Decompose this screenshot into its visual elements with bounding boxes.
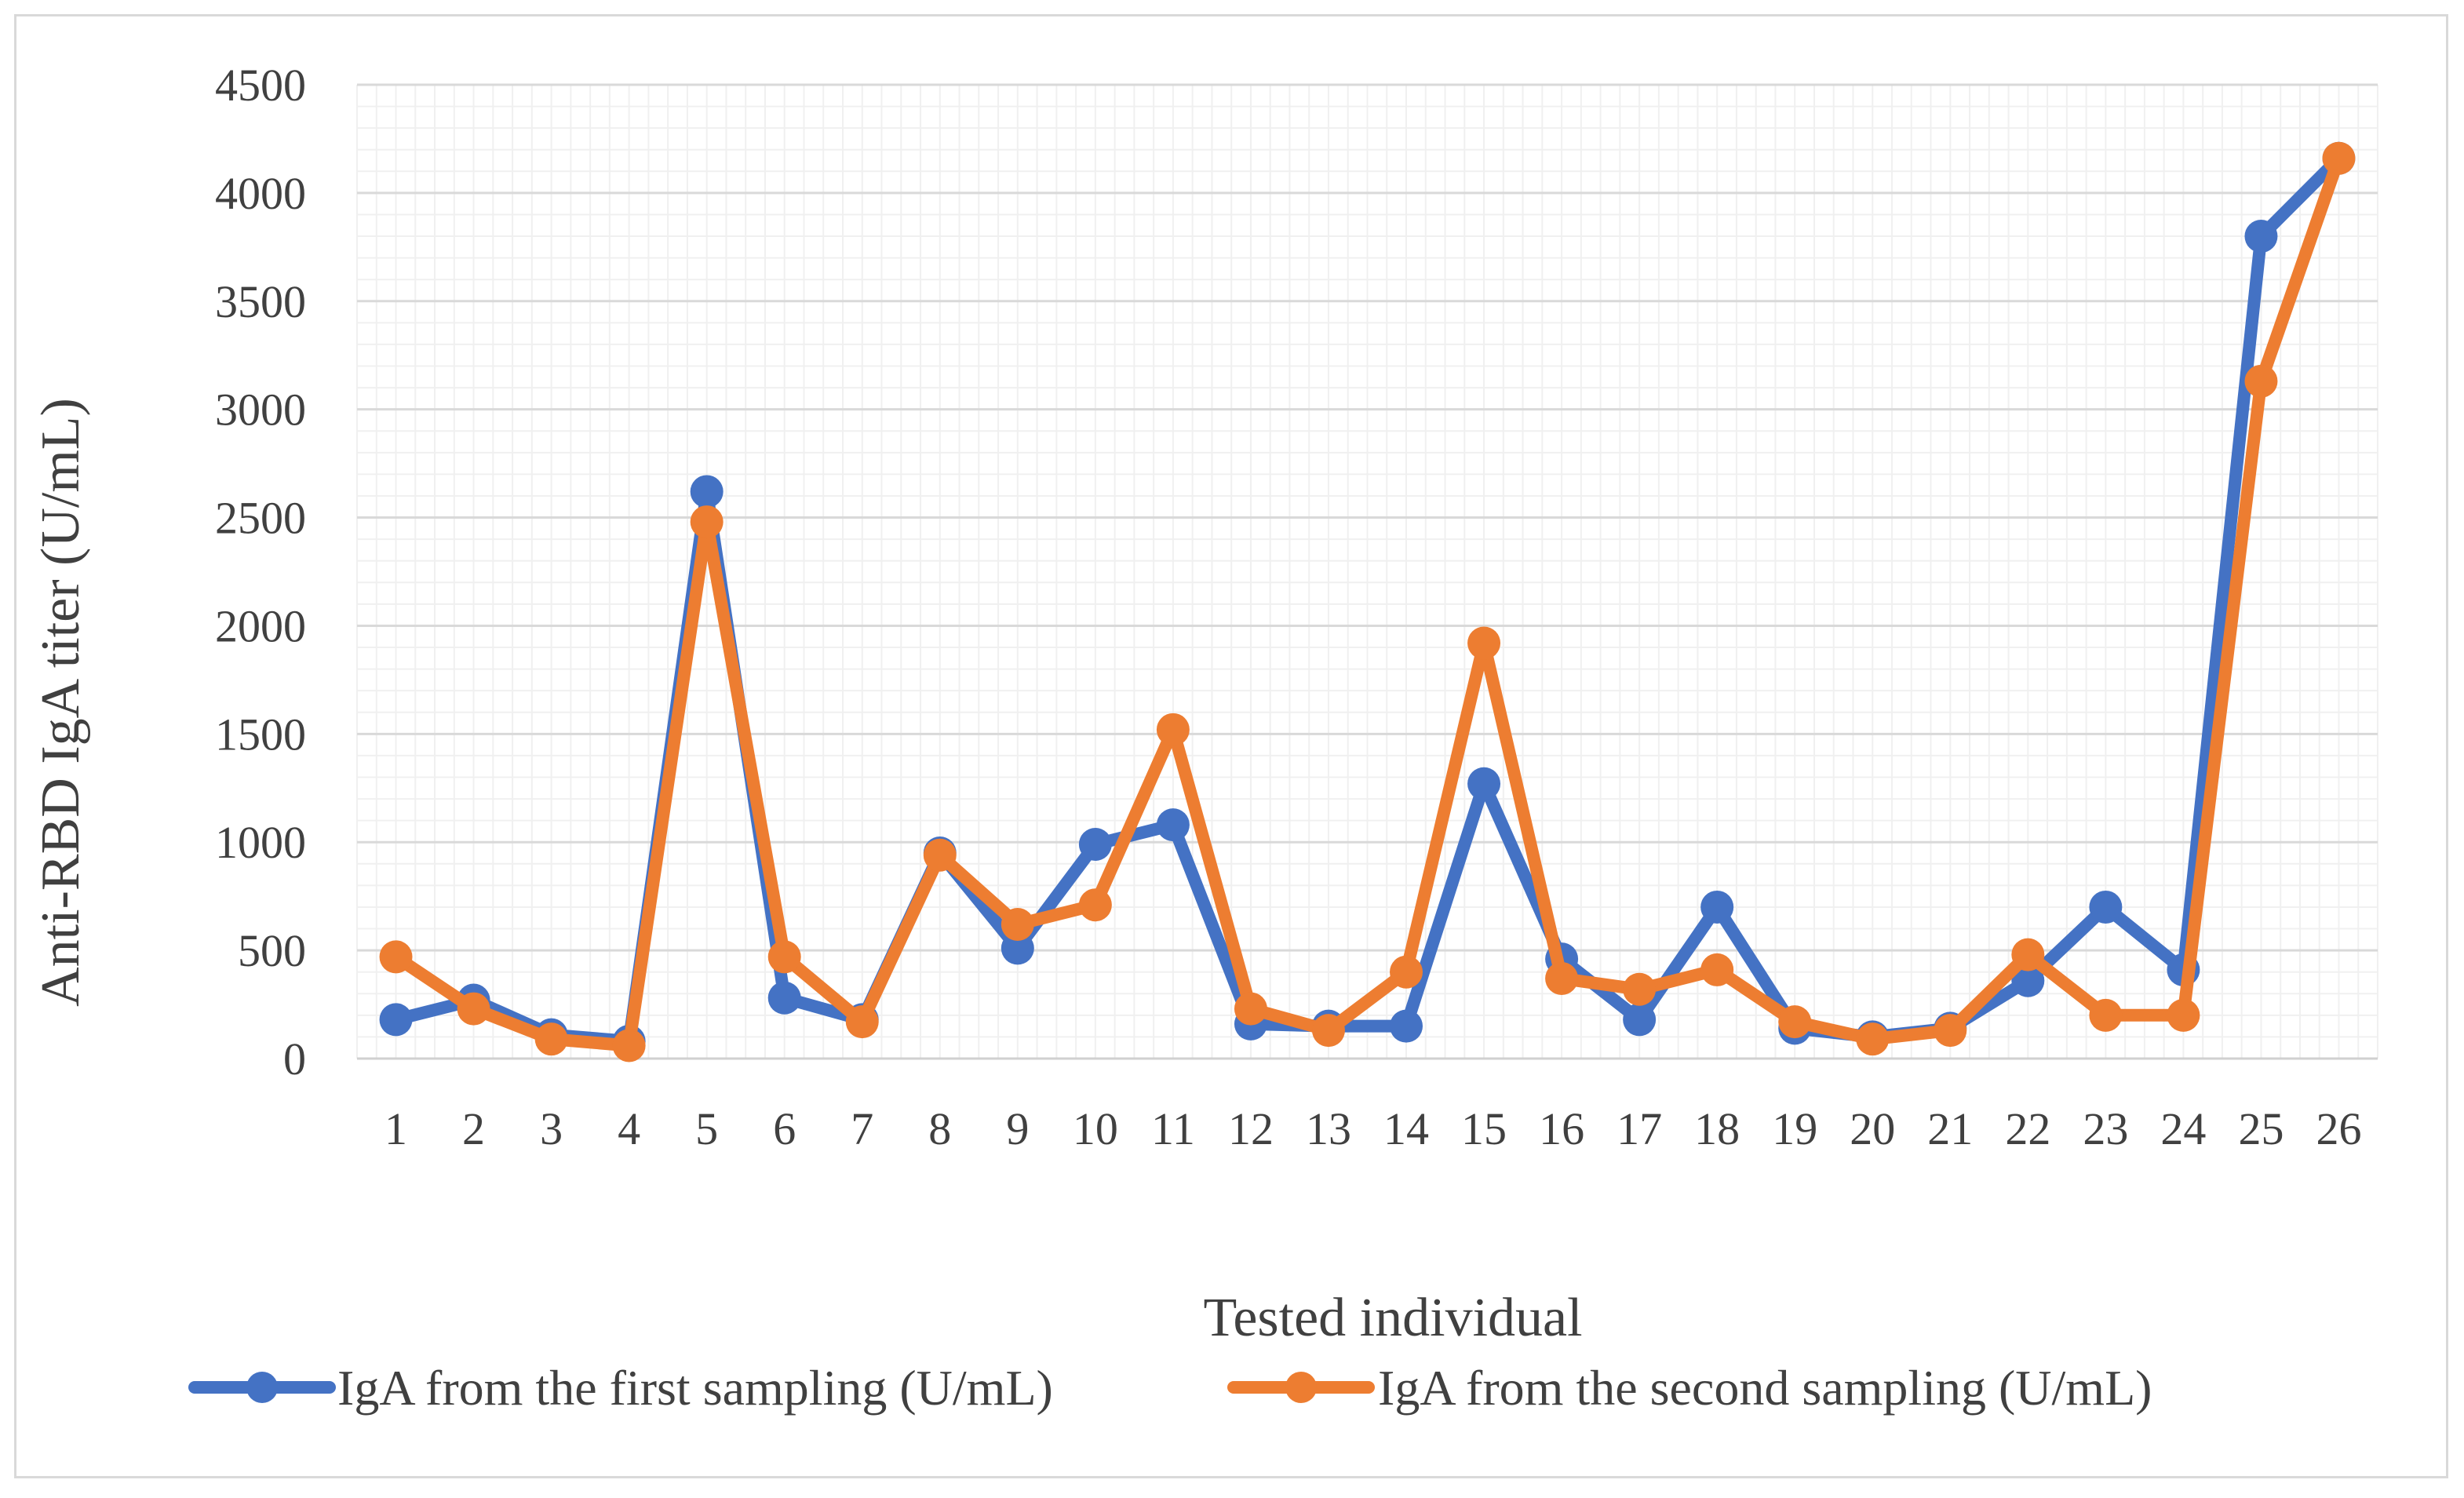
data-point	[2089, 998, 2123, 1032]
x-tick-label: 3	[540, 1103, 563, 1154]
y-tick-label: 3500	[215, 276, 306, 327]
x-tick-label: 9	[1006, 1103, 1029, 1154]
data-point	[1001, 931, 1034, 965]
data-point	[1234, 992, 1267, 1026]
data-point	[767, 940, 801, 974]
x-tick-label: 6	[773, 1103, 796, 1154]
data-point	[2322, 141, 2356, 175]
data-point	[1078, 827, 1112, 861]
x-tick-label: 18	[1694, 1103, 1740, 1154]
data-point	[1700, 953, 1734, 986]
data-point	[1467, 767, 1501, 800]
data-point	[2089, 890, 2123, 924]
data-point	[457, 992, 490, 1026]
data-point	[767, 981, 801, 1015]
legend-item-second-sampling: IgA from the second sampling (U/mL)	[1227, 1360, 2152, 1416]
legend-label-second-sampling: IgA from the second sampling (U/mL)	[1378, 1360, 2152, 1416]
legend-item-first-sampling: IgA from the first sampling (U/mL)	[188, 1360, 1053, 1416]
x-tick-label: 13	[1306, 1103, 1351, 1154]
x-tick-label: 8	[928, 1103, 951, 1154]
data-point	[1390, 1009, 1423, 1043]
data-point	[1934, 1014, 1967, 1048]
data-point	[690, 505, 724, 539]
legend-marker-first-sampling	[246, 1372, 278, 1403]
data-point	[690, 475, 724, 508]
data-point	[1156, 808, 1190, 842]
data-point	[1778, 1005, 1812, 1039]
x-tick-label: 7	[851, 1103, 873, 1154]
x-tick-label: 25	[2238, 1103, 2284, 1154]
data-point	[2011, 938, 2045, 971]
x-tick-label: 10	[1073, 1103, 1118, 1154]
data-point	[1156, 713, 1190, 746]
x-tick-label: 17	[1617, 1103, 1662, 1154]
y-tick-label: 1000	[215, 817, 306, 868]
series-2	[379, 141, 2356, 1062]
y-tick-label: 3000	[215, 385, 306, 436]
data-point	[923, 838, 957, 872]
x-axis-tick-labels: 1 2 3 4 5 6 7 8 9 10 11 12 13 14 15 16 17 18 19 20 21 22 23 24 2…	[385, 1103, 2361, 1154]
x-tick-label: 20	[1850, 1103, 1895, 1154]
y-tick-label: 2000	[215, 600, 306, 651]
x-tick-label: 26	[2316, 1103, 2361, 1154]
data-point	[2011, 964, 2045, 997]
data-point	[1545, 961, 1579, 995]
data-point	[379, 940, 413, 974]
data-point	[1623, 1003, 1657, 1037]
x-tick-label: 23	[2083, 1103, 2128, 1154]
data-point	[534, 1022, 568, 1056]
legend-marker-second-sampling	[1285, 1372, 1317, 1403]
data-point	[1856, 1022, 1890, 1056]
y-tick-label: 1500	[215, 709, 306, 760]
data-point	[612, 1029, 646, 1062]
y-tick-label: 4500	[215, 60, 306, 111]
data-point	[1078, 888, 1112, 922]
y-tick-label: 4000	[215, 168, 306, 219]
data-point	[1311, 1014, 1345, 1048]
y-axis-tick-labels: 0 500 1000 1500 2000 2500 3000 3500 4000 4500	[215, 60, 306, 1084]
data-point	[1700, 890, 1734, 924]
y-tick-label: 500	[238, 925, 306, 976]
x-tick-label: 22	[2005, 1103, 2050, 1154]
data-point	[2244, 220, 2278, 253]
data-point	[379, 1003, 413, 1037]
x-tick-label: 1	[385, 1103, 407, 1154]
y-tick-label: 2500	[215, 493, 306, 544]
x-tick-label: 2	[462, 1103, 485, 1154]
legend: IgA from the first sampling (U/mL) IgA f…	[188, 1360, 2152, 1416]
x-tick-label: 11	[1151, 1103, 1195, 1154]
y-tick-label: 0	[283, 1033, 306, 1084]
legend-label-first-sampling: IgA from the first sampling (U/mL)	[337, 1360, 1053, 1416]
x-tick-label: 21	[1927, 1103, 1973, 1154]
data-point	[1390, 955, 1423, 989]
series-line	[389, 151, 2346, 1052]
y-axis-title: Anti-RBD IgA titer (U/mL)	[31, 398, 91, 1007]
x-tick-label: 19	[1772, 1103, 1817, 1154]
data-point	[2167, 998, 2200, 1032]
x-tick-label: 4	[618, 1103, 640, 1154]
x-axis-title: Tested individual	[1203, 1288, 1582, 1348]
data-point	[1623, 972, 1657, 1006]
data-point	[1001, 908, 1034, 942]
x-tick-label: 16	[1539, 1103, 1584, 1154]
x-tick-label: 12	[1228, 1103, 1274, 1154]
x-tick-label: 14	[1383, 1103, 1429, 1154]
data-point	[2244, 364, 2278, 398]
x-tick-label: 24	[2160, 1103, 2206, 1154]
minor-gridlines	[356, 85, 2378, 1059]
data-point	[1467, 626, 1501, 660]
x-tick-label: 15	[1461, 1103, 1507, 1154]
series-layer	[379, 141, 2356, 1062]
data-point	[845, 1005, 879, 1039]
x-tick-label: 5	[695, 1103, 718, 1154]
